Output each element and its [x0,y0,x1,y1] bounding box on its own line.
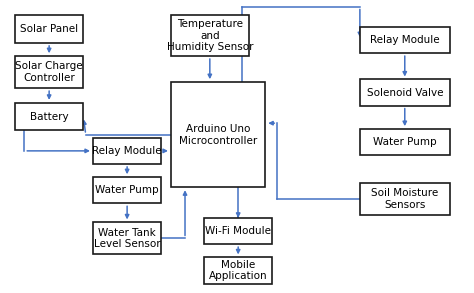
Text: Battery: Battery [30,112,68,122]
FancyBboxPatch shape [93,138,161,164]
Text: Mobile
Application: Mobile Application [209,260,267,281]
FancyBboxPatch shape [360,27,450,53]
Text: Solenoid Valve: Solenoid Valve [366,88,443,98]
Text: Water Tank
Level Sensor: Water Tank Level Sensor [94,228,160,249]
Text: Wi-Fi Module: Wi-Fi Module [205,226,271,236]
Text: Water Pump: Water Pump [373,137,437,147]
FancyBboxPatch shape [360,129,450,155]
FancyBboxPatch shape [15,103,83,130]
Text: Arduino Uno
Microcontroller: Arduino Uno Microcontroller [179,124,257,146]
FancyBboxPatch shape [360,183,450,215]
Text: Temperature
and
Humidity Sensor: Temperature and Humidity Sensor [166,19,253,52]
FancyBboxPatch shape [171,15,249,56]
Text: Soil Moisture
Sensors: Soil Moisture Sensors [371,188,438,210]
Text: Solar Panel: Solar Panel [20,24,78,34]
Text: Relay Module: Relay Module [370,35,439,45]
FancyBboxPatch shape [93,177,161,203]
FancyBboxPatch shape [15,15,83,43]
FancyBboxPatch shape [360,79,450,106]
FancyBboxPatch shape [204,218,273,244]
FancyBboxPatch shape [171,82,265,187]
Text: Solar Charge
Controller: Solar Charge Controller [15,61,83,83]
FancyBboxPatch shape [204,257,273,284]
FancyBboxPatch shape [93,222,161,254]
FancyBboxPatch shape [15,56,83,88]
Text: Relay Module: Relay Module [92,146,162,156]
Text: Water Pump: Water Pump [95,185,159,195]
